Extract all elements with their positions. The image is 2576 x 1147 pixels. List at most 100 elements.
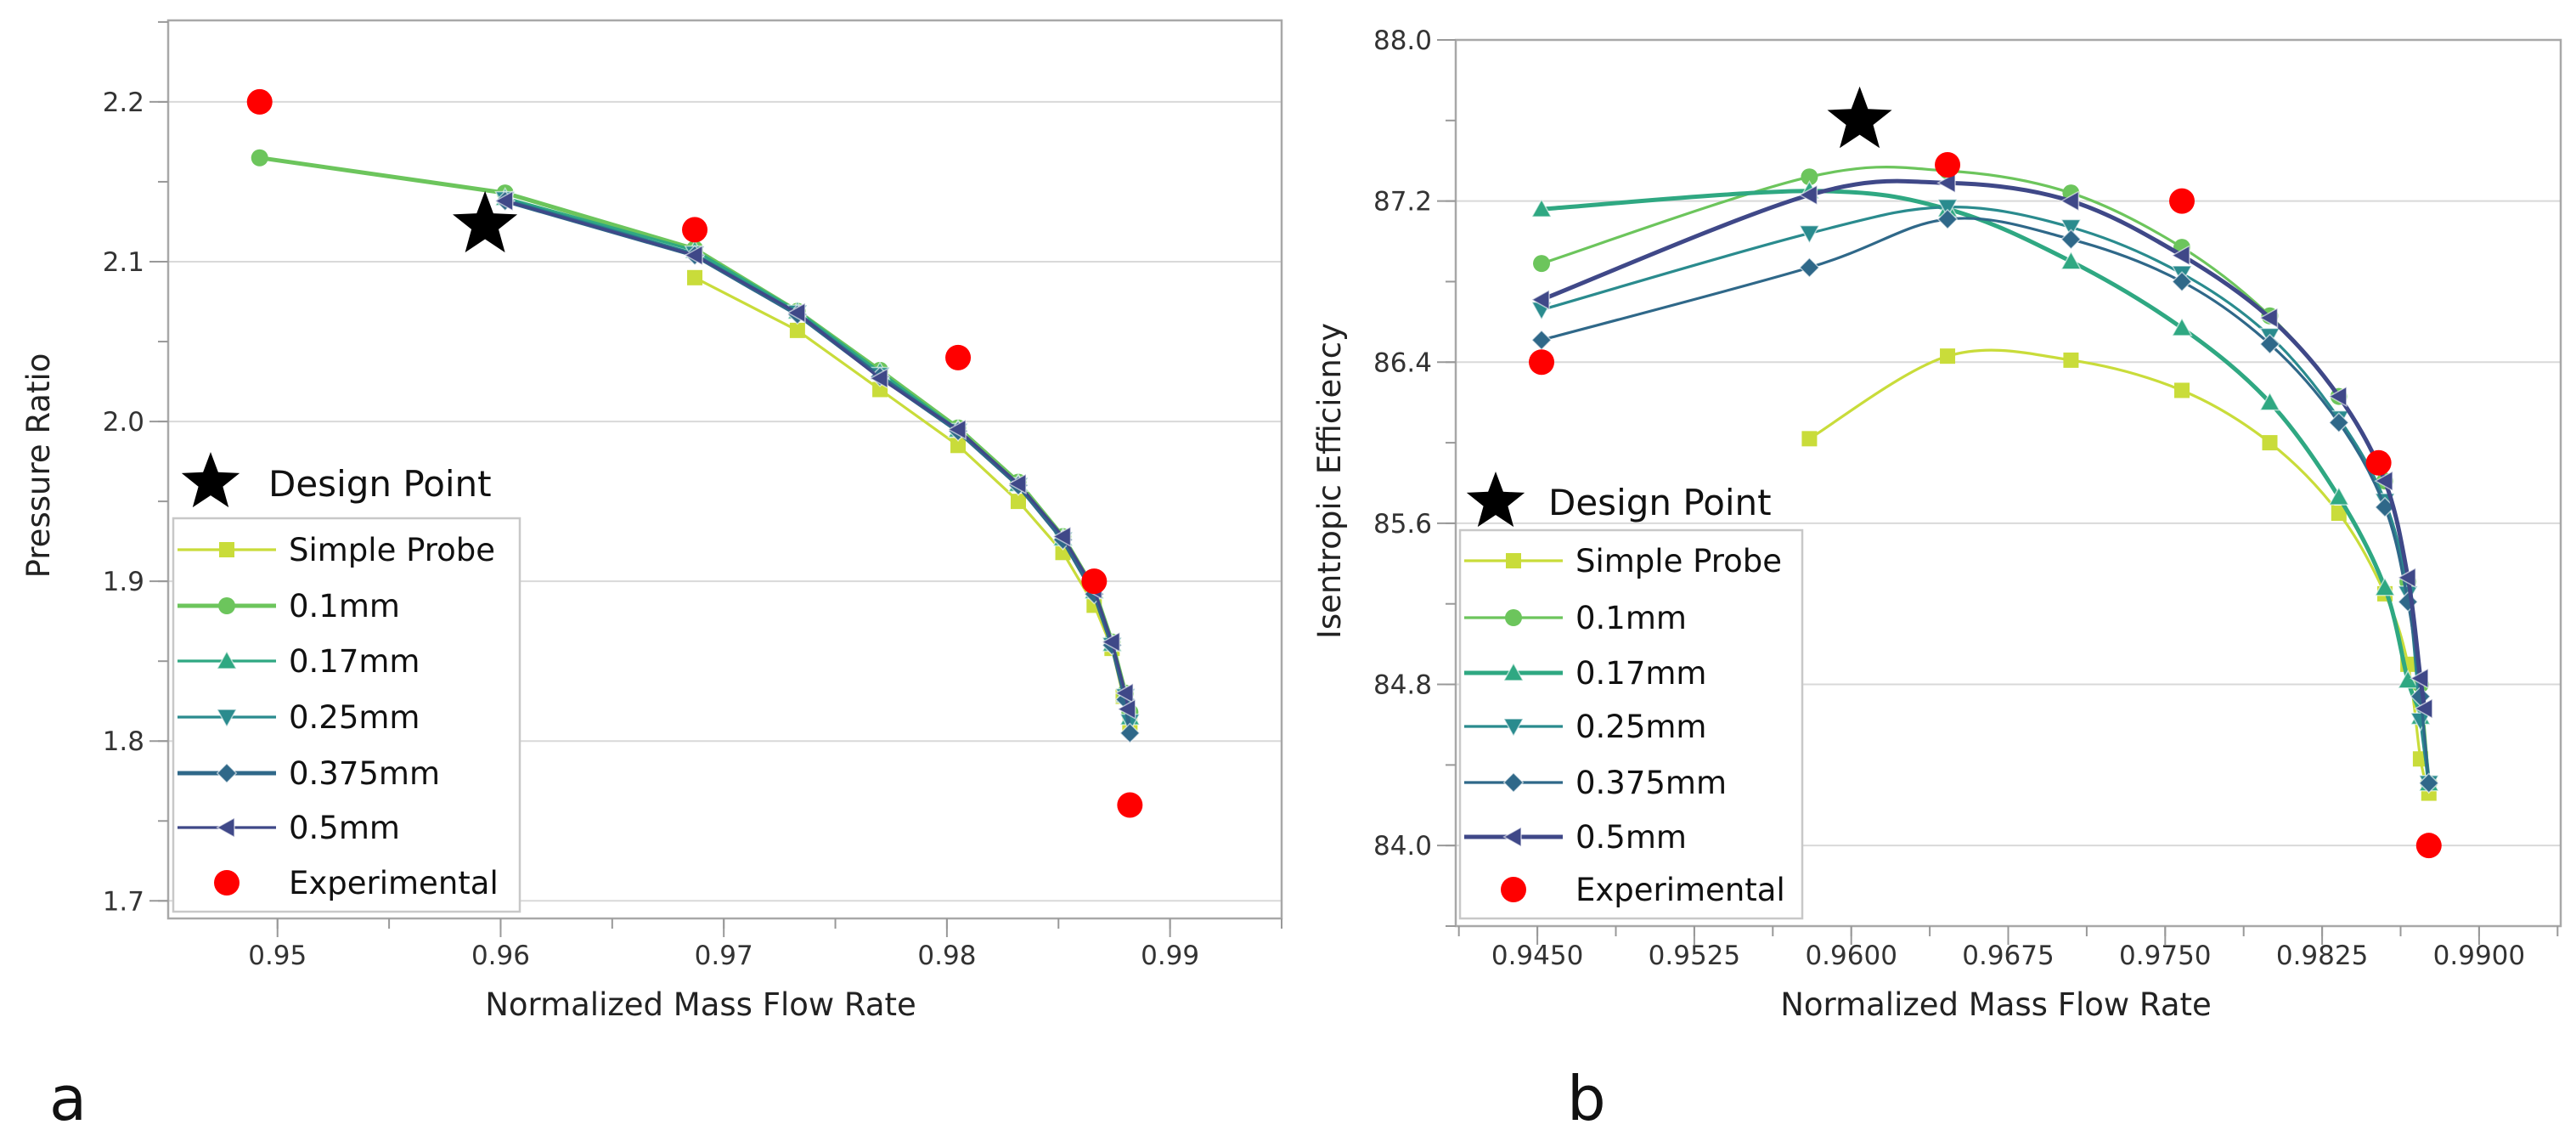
data-point — [1798, 184, 1818, 206]
data-point — [1119, 722, 1141, 744]
series-line — [694, 276, 1131, 726]
data-point — [945, 344, 972, 370]
data-point — [2258, 391, 2281, 411]
legend-marker — [1505, 609, 1522, 626]
data-point — [493, 190, 514, 212]
data-point — [1114, 682, 1134, 704]
y-tick-label: 87.2 — [1373, 187, 1432, 218]
data-point — [1116, 698, 1136, 720]
legend-marker — [1502, 718, 1525, 737]
legend-star-icon — [1466, 472, 1525, 528]
x-tick-label: 0.97 — [695, 941, 753, 971]
legend-entry: Simple Probe — [289, 532, 495, 568]
x-tick-label: 0.96 — [471, 941, 530, 971]
data-point — [786, 302, 806, 324]
data-point — [1799, 257, 1820, 279]
x-tick-label: 0.9525 — [1649, 941, 1740, 971]
legend-entry: 0.375mm — [1575, 765, 1727, 801]
data-point — [2063, 352, 2079, 368]
series-0-375mm — [494, 190, 1141, 744]
data-point — [2374, 470, 2393, 492]
y-tick-label: 1.8 — [103, 726, 144, 757]
x-tick-label: 0.99 — [1141, 941, 1199, 971]
data-point — [2410, 667, 2429, 689]
series-line — [504, 196, 1131, 718]
data-point — [2060, 218, 2082, 239]
legend-marker — [216, 709, 238, 728]
data-point — [2374, 576, 2396, 596]
data-point — [687, 269, 703, 285]
data-point — [2259, 333, 2280, 355]
legend-entry: 0.17mm — [289, 643, 420, 680]
legend-star-icon — [181, 452, 240, 508]
data-point — [789, 322, 805, 338]
data-point — [2328, 386, 2348, 408]
legend-design-point-label: Design Point — [1548, 482, 1772, 523]
plot-frame — [166, 19, 1283, 920]
data-point — [682, 217, 708, 243]
data-point — [1530, 289, 1550, 311]
y-tick-label: 2.0 — [103, 407, 144, 438]
data-point — [2060, 190, 2080, 212]
y-tick-label: 2.2 — [103, 88, 144, 118]
panel-label: a — [49, 1063, 87, 1134]
data-point — [2331, 506, 2347, 522]
data-point — [1101, 631, 1121, 653]
data-point — [2171, 245, 2190, 267]
y-tick-label: 2.1 — [103, 247, 144, 278]
legend-entry: 0.25mm — [289, 699, 420, 736]
chart-b: 0.9450 0.9525 0.9600 0.9675 0.9750 0.9825 0.99… — [1311, 25, 2562, 1134]
legend-marker — [1506, 553, 1521, 568]
data-point — [2171, 317, 2193, 336]
y-tick-label: 1.9 — [103, 567, 144, 597]
design-point-star — [453, 190, 518, 253]
panel-label: b — [1567, 1063, 1606, 1134]
series-line — [504, 199, 1130, 709]
y-tick-label: 84.0 — [1373, 831, 1432, 862]
legend-entry: 0.1mm — [1575, 600, 1687, 636]
legend-entry: 0.17mm — [1575, 655, 1706, 692]
y-tick-label: 84.8 — [1373, 670, 1432, 701]
legend-marker — [1502, 826, 1522, 848]
data-point — [684, 244, 703, 266]
data-point — [2060, 229, 2082, 250]
legend-marker — [216, 816, 235, 839]
legend-marker — [219, 542, 234, 557]
legend-marker — [1502, 771, 1525, 794]
data-point — [1007, 472, 1027, 494]
legend-entry: Experimental — [1575, 872, 1785, 908]
data-point — [1935, 151, 1961, 178]
legend-marker — [214, 870, 240, 896]
data-point — [2410, 712, 2432, 732]
series-0-17mm — [494, 186, 1141, 726]
data-point — [1051, 525, 1072, 548]
y-axis-title: Isentropic Efficiency — [1311, 323, 1348, 639]
series-line — [1541, 189, 2432, 784]
series-experimental — [1529, 151, 2442, 859]
legend-entry: 0.1mm — [289, 588, 400, 624]
data-point — [2397, 567, 2416, 589]
data-point — [2328, 412, 2350, 433]
x-tick-label: 0.9450 — [1491, 941, 1583, 971]
y-tick-label: 85.6 — [1373, 509, 1432, 540]
legend-entry: 0.375mm — [289, 755, 440, 792]
legend-marker — [1501, 877, 1526, 902]
legend-entry: 0.5mm — [289, 810, 400, 846]
data-point — [950, 438, 967, 454]
data-point — [2262, 435, 2278, 451]
data-point — [2414, 698, 2433, 720]
legend: Design Point Simple Probe 0.1mm 0.17mm 0.25m… — [172, 452, 521, 913]
x-tick-label: 0.9600 — [1805, 941, 1897, 971]
legend-marker — [1502, 662, 1525, 681]
chart-a: 0.95 0.96 0.97 0.98 0.99 1.7 1.8 1.9 2.0 2.1 2.2 No… — [20, 19, 1283, 1134]
legend: Design Point Simple Probe 0.1mm 0.17mm 0.25m… — [1458, 472, 1804, 920]
x-tick-label: 0.9675 — [1962, 941, 2054, 971]
y-tick-label: 1.7 — [103, 886, 144, 917]
data-point — [1010, 494, 1026, 510]
data-point — [1936, 198, 1959, 218]
series-0-5mm — [493, 190, 1136, 720]
x-tick-label: 0.95 — [248, 941, 307, 971]
data-point — [1801, 431, 1818, 447]
legend-entry: Experimental — [289, 865, 499, 901]
